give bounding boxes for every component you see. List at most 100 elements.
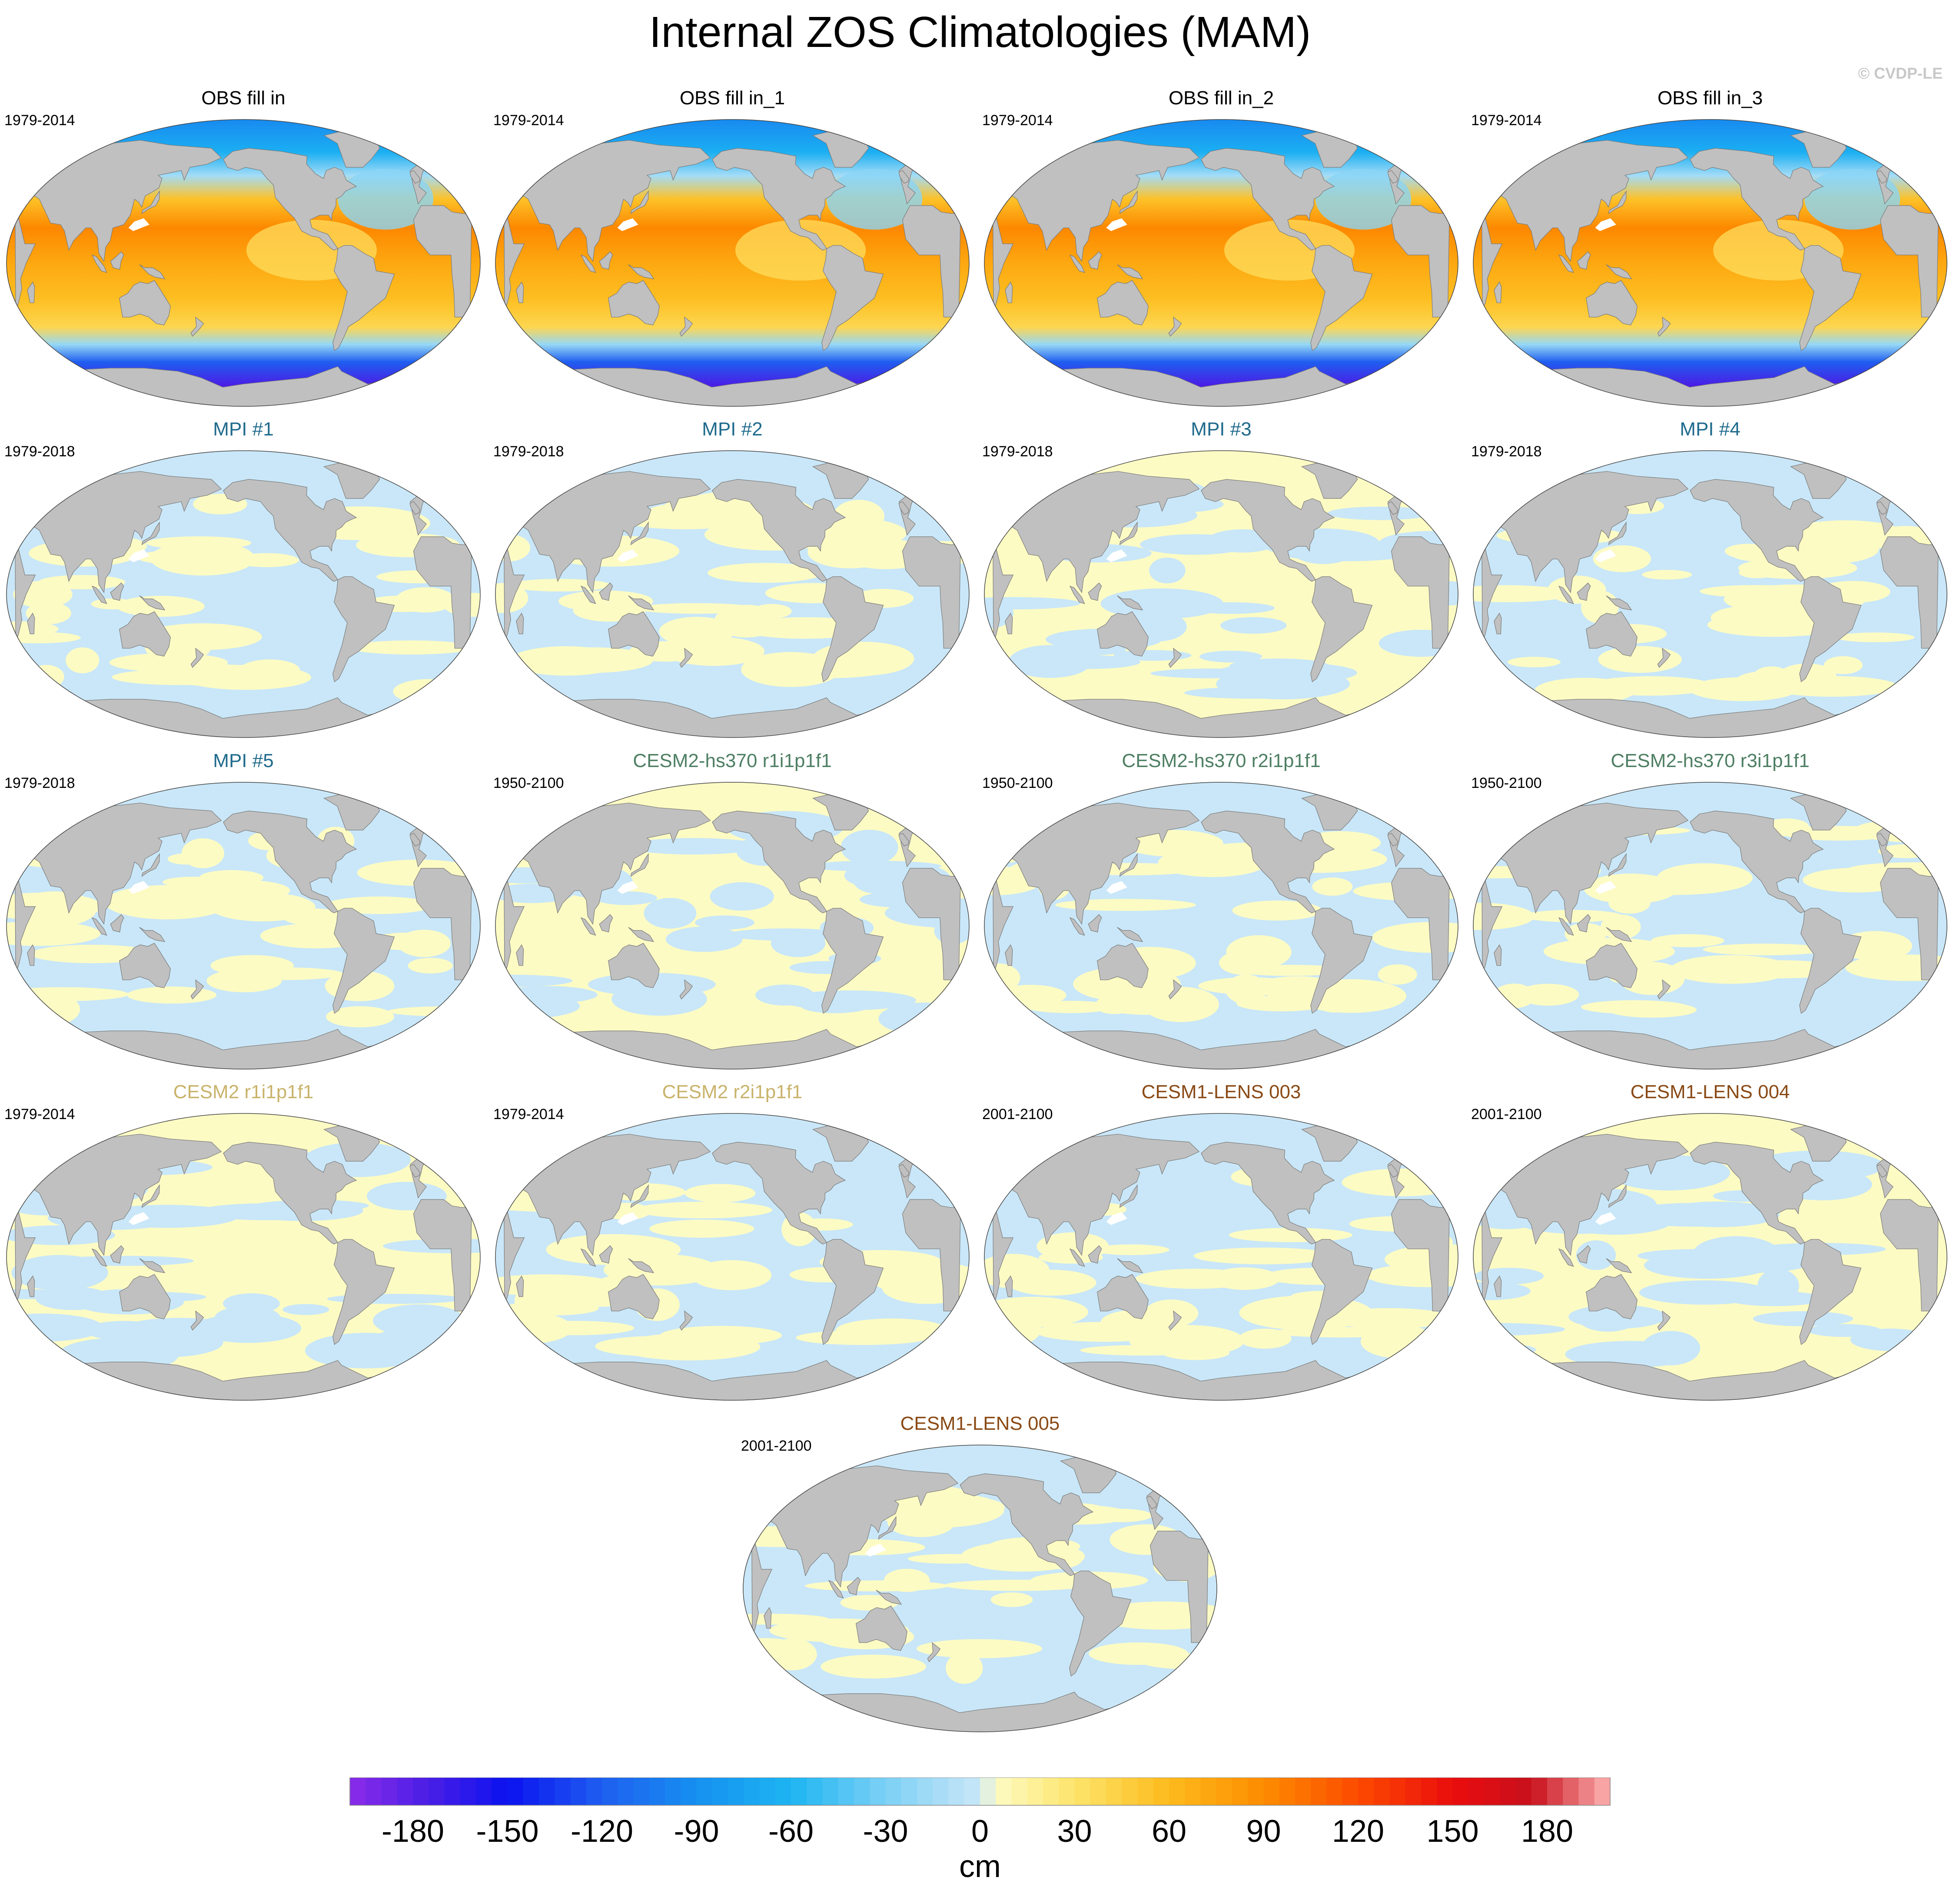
landmass-namer xyxy=(1690,148,1824,251)
map-panel: OBS fill in_3 1979-2014 xyxy=(1471,87,1949,409)
landmass-japan xyxy=(141,853,160,877)
credit-label: © CVDP-LE xyxy=(1858,64,1943,82)
panel-title: OBS fill in_3 xyxy=(1657,87,1763,109)
landmass-nz xyxy=(190,979,204,1000)
anomaly-region xyxy=(1753,1311,1854,1326)
anomaly-region xyxy=(611,982,707,1016)
anomaly-region xyxy=(1670,955,1791,984)
map-plot xyxy=(984,119,1458,407)
landmass-madagascar xyxy=(1005,944,1013,966)
anomaly-region xyxy=(121,885,257,914)
colorbar-bin xyxy=(917,1777,933,1805)
landmass-madagascar xyxy=(516,281,524,303)
map-plot xyxy=(1473,782,1947,1070)
landmass-africaW xyxy=(1391,868,1450,980)
colorbar-bin xyxy=(1326,1777,1343,1805)
map-border xyxy=(1473,782,1947,1070)
landmass-namer xyxy=(960,1473,1094,1576)
anomaly-region xyxy=(1093,1244,1169,1255)
landmass-australia xyxy=(1097,943,1149,988)
panel-title: MPI #5 xyxy=(213,750,274,771)
landmass-eurasia xyxy=(1481,471,1689,594)
panel-title: CESM2-hs370 r1i1p1f1 xyxy=(633,750,832,771)
anomaly-region xyxy=(1565,923,1607,945)
map-panel: MPI #2 1979-2018 xyxy=(493,418,971,740)
missing-data-patch xyxy=(128,881,149,894)
panel-title: CESM1-LENS 003 xyxy=(1141,1081,1301,1103)
colorbar-bin xyxy=(1248,1777,1264,1805)
landmass-madagascar xyxy=(27,1275,35,1297)
map-panel: CESM1-LENS 004 2001-2100 xyxy=(1471,1081,1949,1402)
landmass-africaW xyxy=(902,205,961,318)
panel-period: 1979-2018 xyxy=(4,443,75,460)
colorbar-tick-label: 120 xyxy=(1332,1814,1384,1847)
anomaly-region xyxy=(1548,575,1606,604)
anomaly-region xyxy=(1598,646,1682,673)
landmass-japan xyxy=(630,190,649,214)
anomaly-region xyxy=(1149,558,1186,584)
landmass-borneo xyxy=(1577,1245,1591,1264)
anomaly-region xyxy=(28,664,64,689)
panel-title: MPI #4 xyxy=(1680,419,1741,440)
anomaly-region xyxy=(1210,1267,1280,1290)
landmass-namer xyxy=(223,148,357,251)
anomaly-region xyxy=(649,1219,754,1238)
anomaly-region xyxy=(1219,950,1269,975)
landmass-madagascar xyxy=(764,1607,772,1629)
map-plot xyxy=(495,782,970,1070)
anomaly-region xyxy=(1707,613,1843,637)
landmass-africaW xyxy=(1880,868,1939,980)
landmass-namer xyxy=(712,148,846,251)
landmass-australia xyxy=(1586,1274,1638,1319)
colorbar-bin xyxy=(1185,1777,1201,1805)
anomaly-region xyxy=(1850,1329,1931,1351)
colorbar-bin xyxy=(681,1777,697,1805)
anomaly-region xyxy=(1738,557,1857,579)
map-border xyxy=(984,450,1458,738)
anomaly-region xyxy=(504,1301,599,1316)
landmass-borneo xyxy=(1577,914,1591,933)
map-panel: CESM2 r2i1p1f1 1979-2014 xyxy=(493,1081,971,1402)
colorbar-bin xyxy=(633,1777,650,1805)
anomaly-region xyxy=(768,1638,817,1671)
anomaly-region xyxy=(1378,964,1417,985)
colorbar-bin xyxy=(933,1777,949,1805)
colorbar-bin xyxy=(996,1777,1012,1805)
landmass-sumatra xyxy=(1069,585,1085,604)
landmass-australia xyxy=(856,1605,907,1651)
colorbar-bin xyxy=(948,1777,965,1805)
landmass-eurasia xyxy=(992,140,1200,262)
landmass-africaW xyxy=(413,868,472,980)
landmass-samer xyxy=(1310,908,1373,1014)
landmass-namer xyxy=(712,811,846,914)
colorbar-tick-label: -30 xyxy=(863,1814,908,1847)
landmass-nz xyxy=(190,1310,204,1331)
landmass-madagascar xyxy=(1494,612,1502,635)
landmass-nz xyxy=(1168,316,1182,337)
landmass-nz xyxy=(1657,648,1671,668)
landmass-borneo xyxy=(847,1577,861,1595)
anomaly-region xyxy=(1565,1341,1696,1368)
landmass-uk xyxy=(409,1164,421,1178)
anomaly-region xyxy=(1229,1228,1353,1242)
landmass-madagascar xyxy=(1005,1275,1013,1297)
landmass-nz xyxy=(1168,648,1182,668)
landmass-uk xyxy=(1387,833,1399,847)
landmass-newguinea xyxy=(628,264,654,279)
landmass-eurasia xyxy=(992,803,1200,925)
landmass-borneo xyxy=(599,251,613,270)
landmass-samer xyxy=(1069,1571,1132,1677)
landmass-madagascar xyxy=(27,944,35,966)
panel-period: 1950-2100 xyxy=(1471,775,1542,791)
map-plot xyxy=(984,450,1458,738)
landmass-namer xyxy=(223,479,357,582)
landmass-madagascar xyxy=(1494,281,1502,303)
landmass-namer xyxy=(712,1142,846,1245)
landmass-africaW xyxy=(1880,536,1939,649)
landmass-newguinea xyxy=(1606,1258,1632,1273)
landmass-japan xyxy=(141,1184,160,1208)
panel-period: 1979-2018 xyxy=(1471,443,1542,460)
colorbar-tick-label: -120 xyxy=(571,1814,633,1847)
anomaly-region xyxy=(1473,903,1535,930)
colorbar-bin xyxy=(1389,1777,1406,1805)
